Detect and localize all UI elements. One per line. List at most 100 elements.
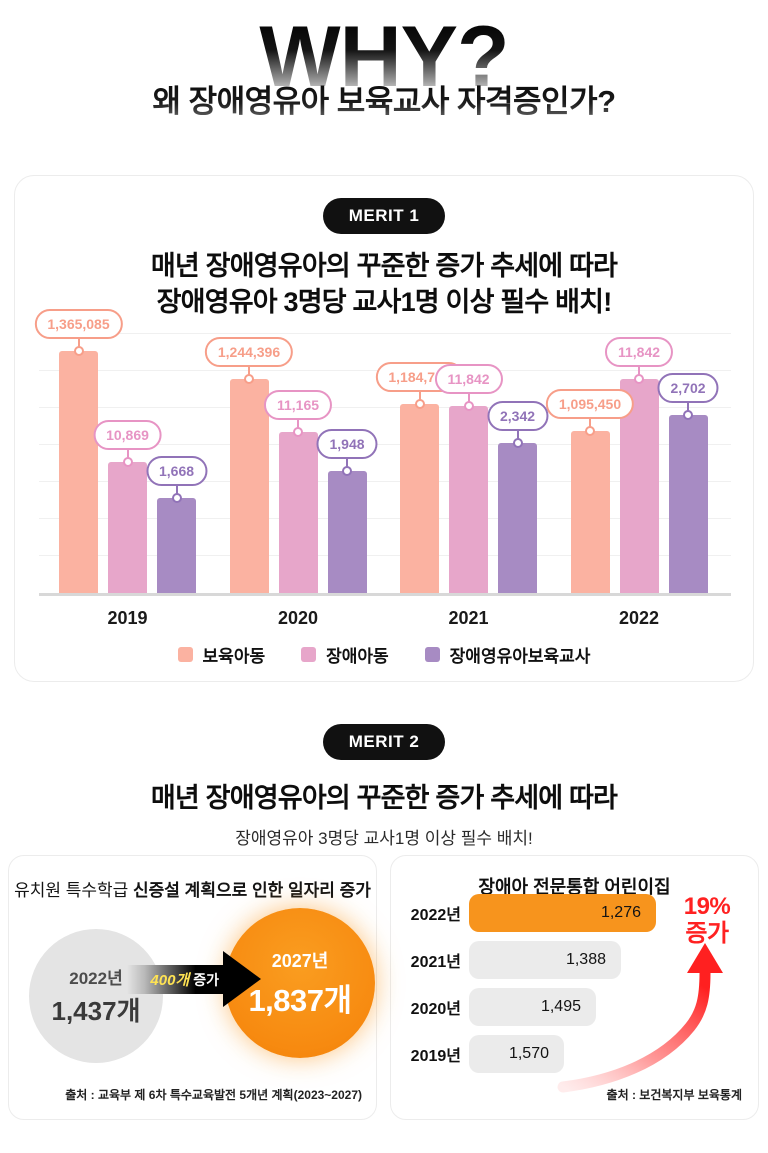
bar-label-stem <box>77 338 80 351</box>
increase-label: 증가 <box>685 919 729 947</box>
bar-label-dot <box>244 374 254 384</box>
merit1-title-line1: 매년 장애영유아의 꾸준한 증가 추세에 따라 <box>150 251 618 281</box>
bar-장애아동-2021 <box>449 406 488 593</box>
growth-arrow-amount: 400개 <box>150 972 190 989</box>
bar-label-stem <box>589 418 591 431</box>
merit1-title: 매년 장애영유아의 꾸준한 증가 추세에 따라 장애영유아 3명당 교사1명 이… <box>15 249 753 320</box>
legend-swatch-icon <box>424 647 440 662</box>
bar-label-dot <box>342 466 352 476</box>
daycare-row-value: 1,276 <box>600 904 641 921</box>
legend-label: 장애영유아보육교사 <box>449 647 591 666</box>
jobs-card: 유치원 특수학급 신증설 계획으로 인한 일자리 증가 2022년 1,437개… <box>8 855 377 1120</box>
daycare-row-value: 1,388 <box>565 951 606 968</box>
bar-value-label-장애영유아보육교사-2021: 2,342 <box>486 400 549 431</box>
merit2-section: MERIT 2 매년 장애영유아의 꾸준한 증가 추세에 따라 장애영유아 3명… <box>0 724 768 849</box>
daycare-card: 장애아 전문통합 어린이집 2022년 1,276 2021년 1,388 2020년 1… <box>390 855 759 1120</box>
daycare-source: 출처 : 보건복지부 보육통계 <box>606 1088 742 1102</box>
jobs-card-title: 유치원 특수학급 신증설 계획으로 인한 일자리 증가 <box>9 876 376 901</box>
bar-장애영유아보육교사-2019 <box>157 498 196 593</box>
chart-gridline <box>39 518 731 519</box>
bar-label-stem <box>418 391 421 404</box>
bar-label-stem <box>467 393 470 406</box>
legend-swatch-icon <box>177 647 193 662</box>
bar-value-label-장애아동-2021: 11,842 <box>434 363 503 394</box>
upward-arrow-icon <box>557 943 723 1093</box>
daycare-row-2022년: 2022년 1,276 <box>405 894 656 932</box>
jobs-title-normal: 유치원 특수학급 <box>14 881 134 900</box>
bar-label-dot <box>414 399 425 409</box>
daycare-row-bar: 1,570 <box>469 1035 564 1073</box>
bar-label-dot <box>634 374 644 384</box>
bar-label-dot <box>171 493 182 503</box>
daycare-row-year: 2022년 <box>410 907 461 924</box>
bar-label-stem <box>126 449 129 462</box>
jobs-to-value: 1,837개 <box>248 982 352 1018</box>
chart-gridline <box>39 407 731 408</box>
chart-legend: 보육아동 장애아동 장애영유아보육교사 <box>15 642 753 667</box>
legend-item-장애아동: 장애아동 <box>301 642 389 667</box>
bar-label-stem <box>297 419 299 432</box>
bar-value-label-장애아동-2020: 11,165 <box>263 389 333 420</box>
daycare-row-year: 2019년 <box>410 1048 461 1065</box>
bar-label-dot <box>683 410 693 420</box>
jobs-source: 출처 : 교육부 제 6차 특수교육발전 5개년 계획(2023~2027) <box>65 1088 362 1102</box>
bar-label-dot <box>122 457 133 467</box>
merit2-subtitle: 장애영유아 3명당 교사1명 이상 필수 배치! <box>235 829 533 848</box>
bar-value-label-장애영유아보육교사-2022: 2,702 <box>657 372 719 403</box>
page-header: WHY? 왜 장애영유아 보육교사 자격증인가? <box>0 14 768 121</box>
bar-value-label-보육아동-2022: 1,095,450 <box>545 388 635 419</box>
bar-value-label-장애아동-2019: 10,869 <box>93 419 162 450</box>
jobs-from-value: 1,437개 <box>51 996 141 1026</box>
merit2-badge: MERIT 2 <box>322 724 446 760</box>
bar-label-dot <box>293 427 303 437</box>
bar-label-dot <box>73 346 84 356</box>
x-tick-2019: 2019 <box>107 608 148 628</box>
jobs-to-circle: 2027년 1,837개 <box>225 908 375 1058</box>
bar-장애영유아보육교사-2021 <box>498 443 537 593</box>
growth-arrow-label: 증가 <box>193 971 219 988</box>
growth-arrow-head-icon <box>223 951 261 1007</box>
bar-label-stem <box>346 458 348 471</box>
chart-gridline <box>39 555 731 556</box>
bar-value-label-장애영유아보육교사-2019: 1,668 <box>145 455 208 486</box>
merit1-title-line2: 장애영유아 3명당 교사1명 이상 필수 배치! <box>156 286 613 317</box>
bar-value-label-보육아동-2019: 1,365,085 <box>34 308 123 339</box>
increase-badge: 19% 증가 <box>667 893 747 948</box>
bar-label-stem <box>638 366 640 379</box>
bar-label-dot <box>512 438 523 448</box>
daycare-row-2020년: 2020년 1,495 <box>405 988 656 1026</box>
jobs-from-circle: 2022년 1,437개 <box>29 929 163 1063</box>
bar-label-stem <box>248 366 250 379</box>
bar-label-stem <box>516 430 519 443</box>
daycare-row-value: 1,570 <box>508 1045 549 1062</box>
bar-label-stem <box>175 485 178 498</box>
daycare-row-2019년: 2019년 1,570 <box>405 1035 656 1073</box>
bar-보육아동-2021 <box>400 404 439 593</box>
chart-x-axis: 2019 2020 2021 2022 <box>39 608 731 630</box>
jobs-title-bold: 신증설 계획으로 인한 일자리 증가 <box>133 881 371 900</box>
bar-장애아동-2019 <box>108 462 147 593</box>
bar-value-label-장애영유아보육교사-2020: 1,948 <box>316 428 378 459</box>
bar-장애영유아보육교사-2020 <box>327 471 367 593</box>
daycare-bar-list: 2022년 1,276 2021년 1,388 2020년 1,495 2019년 1,570 <box>405 894 656 1082</box>
daycare-row-bar: 1,388 <box>469 941 621 979</box>
chart-gridline <box>39 333 731 334</box>
x-tick-2022: 2022 <box>618 608 660 628</box>
why-title: WHY? <box>259 9 509 105</box>
daycare-row-year: 2020년 <box>410 1001 461 1018</box>
chart-gridline <box>39 481 731 482</box>
x-tick-2021: 2021 <box>448 608 489 628</box>
daycare-card-title: 장애아 전문통합 어린이집 <box>478 877 671 897</box>
daycare-row-bar: 1,495 <box>469 988 596 1026</box>
legend-label: 보육아동 <box>202 647 266 666</box>
bar-label-stem <box>687 402 689 415</box>
daycare-row-2021년: 2021년 1,388 <box>405 941 656 979</box>
bar-value-label-장애아동-2022: 11,842 <box>604 336 674 367</box>
x-tick-2020: 2020 <box>277 608 319 628</box>
bar-label-dot <box>463 401 474 411</box>
jobs-to-year: 2027년 <box>271 950 329 971</box>
bar-value-label-보육아동-2020: 1,244,396 <box>204 336 294 367</box>
merit1-card: MERIT 1 매년 장애영유아의 꾸준한 증가 추세에 따라 장애영유아 3명… <box>14 175 754 682</box>
legend-item-보육아동: 보육아동 <box>177 642 266 667</box>
chart-gridline <box>39 444 731 445</box>
